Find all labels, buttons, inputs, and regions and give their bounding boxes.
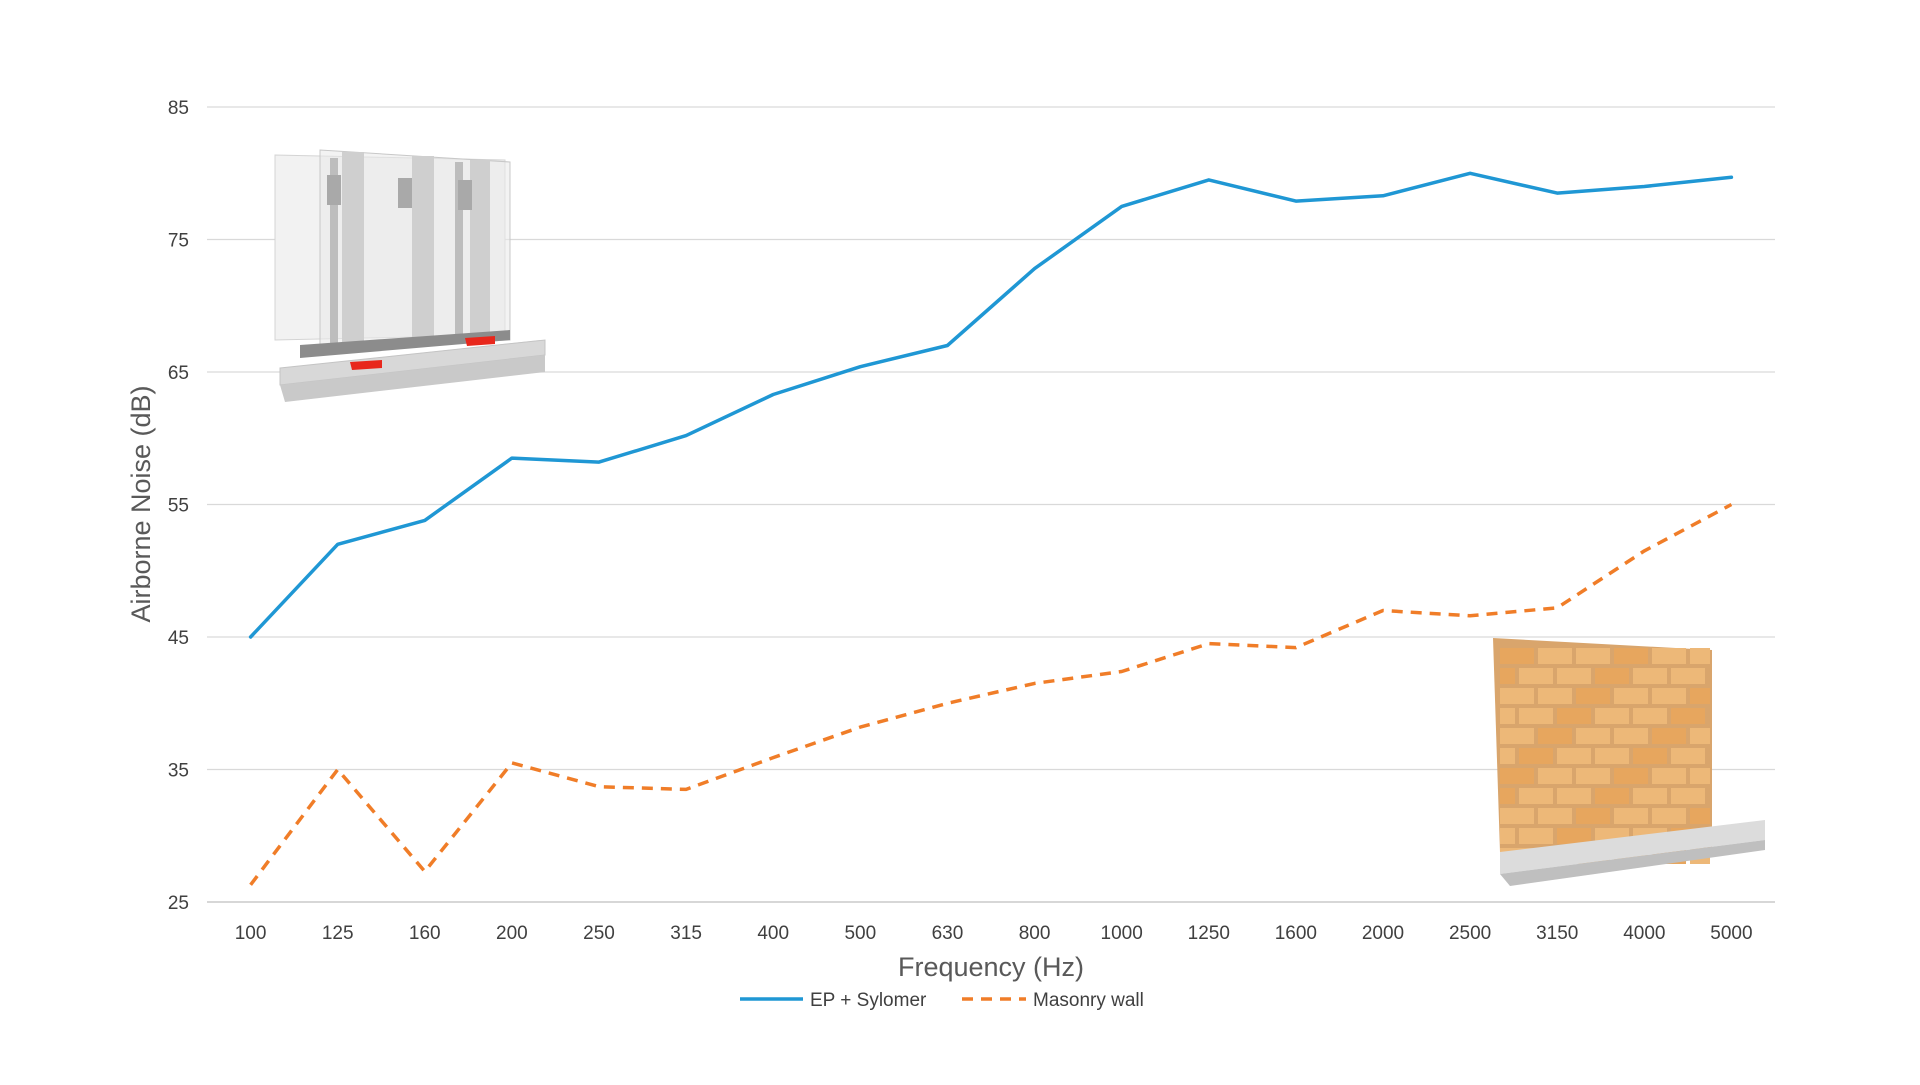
- brick: [1576, 728, 1610, 744]
- x-tick-label: 200: [496, 923, 528, 944]
- brick: [1671, 748, 1705, 764]
- brick: [1500, 688, 1534, 704]
- x-tick-label: 1000: [1101, 923, 1143, 944]
- brick: [1519, 708, 1553, 724]
- x-tick-label: 2000: [1362, 923, 1404, 944]
- brick: [1519, 788, 1553, 804]
- y-tick-label: 25: [168, 893, 189, 914]
- brick: [1690, 728, 1710, 744]
- brick: [1557, 748, 1591, 764]
- brick: [1652, 648, 1686, 664]
- brick: [1614, 728, 1648, 744]
- x-tick-label: 630: [932, 923, 964, 944]
- x-tick-label: 100: [235, 923, 267, 944]
- brick: [1538, 648, 1572, 664]
- brick: [1576, 648, 1610, 664]
- y-tick-label: 65: [168, 363, 189, 384]
- brick: [1557, 708, 1591, 724]
- legend: EP + Sylomer Masonry wall: [740, 990, 1144, 1011]
- x-axis-title: Frequency (Hz): [898, 952, 1084, 982]
- brick: [1671, 668, 1705, 684]
- brick: [1633, 668, 1667, 684]
- brick: [1614, 768, 1648, 784]
- brick: [1538, 768, 1572, 784]
- brick: [1557, 668, 1591, 684]
- brick-wall-illustration: [1493, 638, 1765, 886]
- x-tick-label: 4000: [1623, 923, 1665, 944]
- brick: [1614, 808, 1648, 824]
- y-tick-label: 85: [168, 98, 189, 119]
- brick: [1576, 768, 1610, 784]
- brick: [1595, 708, 1629, 724]
- brick: [1519, 748, 1553, 764]
- x-tick-label: 400: [757, 923, 789, 944]
- brick: [1500, 668, 1515, 684]
- brick: [1690, 808, 1710, 824]
- brick: [1595, 788, 1629, 804]
- brick: [1690, 688, 1710, 704]
- x-tick-label: 800: [1019, 923, 1051, 944]
- x-tick-label: 3150: [1536, 923, 1578, 944]
- wall-panel-system-illustration: [275, 150, 545, 402]
- x-tick-labels: 100 125 160 200 250 315 400 500 630 800 1000 1250 16…: [235, 923, 1753, 944]
- brick: [1500, 748, 1515, 764]
- y-tick-label: 45: [168, 628, 189, 649]
- y-tick-label: 75: [168, 231, 189, 252]
- brick: [1614, 648, 1648, 664]
- brick: [1690, 768, 1710, 784]
- brick: [1500, 648, 1534, 664]
- y-tick-labels: 85 75 65 55 45 35 25: [168, 98, 189, 914]
- brick: [1652, 688, 1686, 704]
- x-tick-label: 2500: [1449, 923, 1491, 944]
- brick: [1500, 768, 1534, 784]
- x-tick-label: 500: [844, 923, 876, 944]
- x-tick-label: 125: [322, 923, 354, 944]
- brick: [1519, 668, 1553, 684]
- brick: [1500, 788, 1515, 804]
- brick: [1500, 708, 1515, 724]
- legend-label-ep-sylomer: EP + Sylomer: [810, 990, 927, 1011]
- brick: [1538, 728, 1572, 744]
- brick: [1595, 668, 1629, 684]
- brick: [1633, 708, 1667, 724]
- x-tick-label: 160: [409, 923, 441, 944]
- brick: [1519, 828, 1553, 844]
- x-tick-label: 1600: [1275, 923, 1317, 944]
- legend-label-masonry-wall: Masonry wall: [1033, 990, 1144, 1011]
- brick: [1595, 748, 1629, 764]
- brick: [1557, 828, 1591, 844]
- x-tick-label: 250: [583, 923, 615, 944]
- brick: [1557, 788, 1591, 804]
- y-tick-label: 35: [168, 761, 189, 782]
- x-tick-label: 1250: [1188, 923, 1230, 944]
- brick: [1500, 828, 1515, 844]
- brick: [1576, 688, 1610, 704]
- y-axis-title: Airborne Noise (dB): [126, 385, 156, 622]
- brick: [1633, 788, 1667, 804]
- brick: [1500, 808, 1534, 824]
- brick: [1671, 788, 1705, 804]
- brick: [1614, 688, 1648, 704]
- x-tick-label: 315: [670, 923, 702, 944]
- y-tick-label: 55: [168, 496, 189, 517]
- brick: [1538, 808, 1572, 824]
- brick: [1652, 768, 1686, 784]
- brick: [1538, 688, 1572, 704]
- brick: [1576, 808, 1610, 824]
- x-tick-label: 5000: [1710, 923, 1752, 944]
- brick: [1671, 708, 1705, 724]
- brick: [1652, 808, 1686, 824]
- brick: [1633, 748, 1667, 764]
- brick: [1500, 728, 1534, 744]
- brick: [1690, 648, 1710, 664]
- brick: [1652, 728, 1686, 744]
